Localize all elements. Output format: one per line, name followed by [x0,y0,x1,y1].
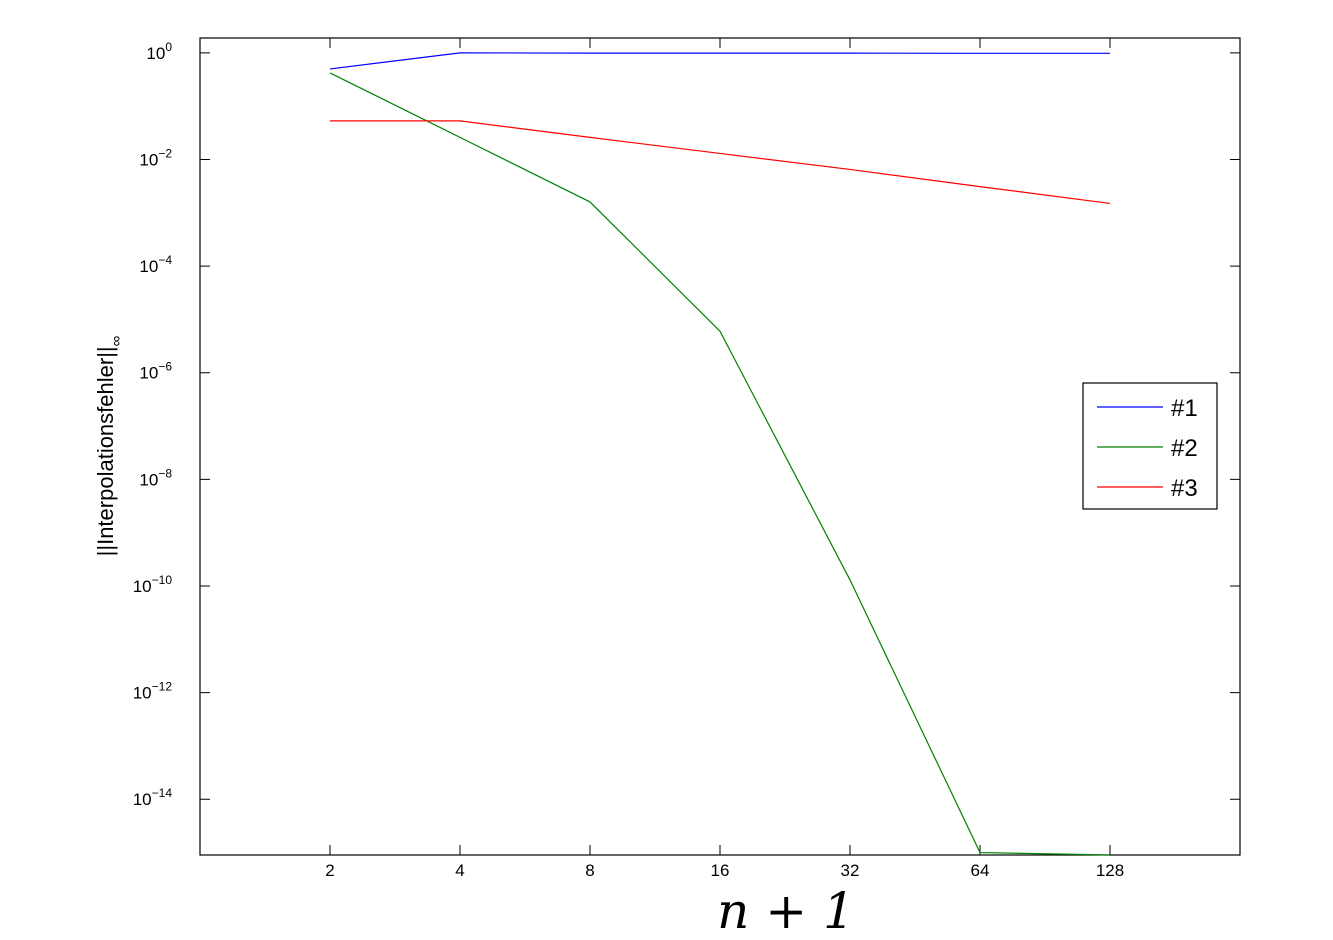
y-tick-label: 10−2 [139,146,172,169]
x-tick-label: 128 [1096,861,1124,880]
x-tick-label: 8 [585,861,594,880]
x-tick-label: 32 [841,861,860,880]
y-tick-label: 10−10 [133,573,173,596]
series-lines [329,52,1111,856]
axis-ticks: 2 4 8 16 32 64 128 100 10−2 10−4 10−6 10−8 10−10 10−1… [133,38,1240,880]
legend: #1 #2 #3 [1082,382,1218,510]
series-line-2 [329,72,1111,856]
x-tick-label: 4 [455,861,464,880]
legend-label: #2 [1171,435,1198,462]
y-tick-label: 10−14 [133,786,173,809]
series-line-1 [329,52,1110,70]
x-tick-label: 16 [711,861,730,880]
x-tick-label: 64 [971,861,990,880]
y-tick-label: 10−4 [139,253,172,276]
legend-box [1082,382,1218,510]
legend-label: #1 [1171,395,1198,422]
x-tick-label: 2 [325,861,334,880]
x-axis-label: n + 1 [717,882,855,940]
plot-area [199,37,1241,856]
y-axis-label: ||Interpolationsfehler||∞ [93,335,125,556]
legend-label: #3 [1171,475,1198,502]
y-tick-label: 10−8 [139,466,172,489]
series-line-3 [330,120,1111,205]
y-tick-label: 100 [146,40,172,63]
y-tick-label: 10−12 [133,680,173,703]
y-tick-label: 10−6 [139,360,172,383]
